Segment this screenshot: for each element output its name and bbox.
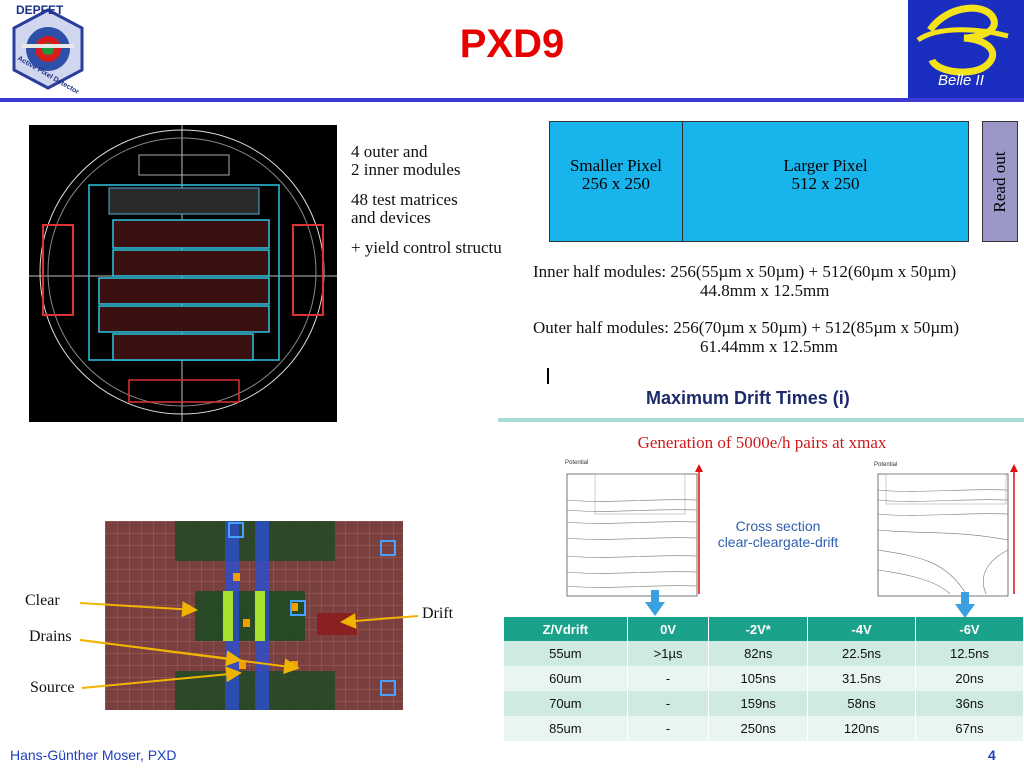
table-cell: 70um bbox=[504, 691, 628, 716]
page-title: PXD9 bbox=[459, 22, 565, 66]
table-header-row: Z/Vdrift 0V -2V* -4V -6V bbox=[504, 617, 1024, 641]
table-header: -2V* bbox=[708, 617, 809, 641]
table-cell: 85um bbox=[504, 716, 628, 741]
note-outer-inner-1: 4 outer and bbox=[351, 143, 428, 161]
readout-label: Read out bbox=[990, 151, 1009, 212]
smaller-pixel-dims: 256 x 250 bbox=[582, 174, 650, 193]
footer-author: Hans-Günther Moser, PXD bbox=[10, 747, 177, 763]
larger-pixel-dims: 512 x 250 bbox=[791, 174, 860, 193]
wafer-notes: 4 outer and 2 inner modules 48 test matri… bbox=[351, 143, 517, 269]
table-cell: 105ns bbox=[708, 666, 809, 691]
belle-ii-text: Belle II bbox=[938, 72, 984, 89]
label-drains: Drains bbox=[29, 628, 72, 645]
depfet-logo: DEPFET Active Pixel Detector bbox=[2, 2, 94, 96]
table-cell: 159ns bbox=[708, 691, 809, 716]
table-row: 55um >1µs 82ns 22.5ns 12.5ns bbox=[504, 641, 1024, 666]
table-cell: - bbox=[627, 691, 710, 716]
table-cell: 55um bbox=[504, 641, 628, 666]
table-header: -4V bbox=[807, 617, 916, 641]
note-test-matrices-1: 48 test matrices bbox=[351, 190, 458, 209]
down-arrow-right-icon bbox=[955, 592, 975, 623]
table-row: 85um - 250ns 120ns 67ns bbox=[504, 716, 1024, 741]
larger-pixel-box: Larger Pixel 512 x 250 bbox=[683, 121, 969, 242]
table-cell: 67ns bbox=[915, 716, 1024, 741]
drift-divider bbox=[498, 418, 1024, 422]
note-outer-inner-2: 2 inner modules bbox=[351, 160, 461, 179]
outer-modules-line2: 61.44mm x 12.5mm bbox=[700, 337, 838, 356]
depfet-logo-top: DEPFET bbox=[16, 3, 64, 17]
table-cell: 12.5ns bbox=[915, 641, 1024, 666]
table-cell: - bbox=[627, 716, 710, 741]
plot-right-label: Potential bbox=[874, 462, 898, 468]
note-test-matrices-2: and devices bbox=[351, 208, 431, 227]
smaller-pixel-box: Smaller Pixel 256 x 250 bbox=[549, 121, 683, 242]
table-cell: - bbox=[627, 666, 710, 691]
table-cell: 60um bbox=[504, 666, 628, 691]
table-cell: 82ns bbox=[708, 641, 809, 666]
text-cursor bbox=[547, 368, 549, 384]
label-clear: Clear bbox=[25, 592, 60, 609]
table-row: 60um - 105ns 31.5ns 20ns bbox=[504, 666, 1024, 691]
drift-heading: Maximum Drift Times (i) bbox=[646, 388, 850, 408]
cross-section-line1: Cross section bbox=[735, 518, 821, 534]
drift-time-table: Z/Vdrift 0V -2V* -4V -6V 55um >1µs 82ns … bbox=[504, 617, 1024, 741]
outer-modules-line1: Outer half modules: 256(70µm x 50µm) + 5… bbox=[533, 318, 960, 337]
cross-section-caption: Cross section clear-cleargate-drift bbox=[709, 518, 847, 550]
table-cell: 250ns bbox=[708, 716, 809, 741]
annotation-arrows bbox=[0, 0, 460, 725]
header-rule bbox=[0, 98, 1024, 102]
table-cell: 120ns bbox=[807, 716, 916, 741]
inner-modules-line1: Inner half modules: 256(55µm x 50µm) + 5… bbox=[533, 262, 957, 281]
smaller-pixel-label: Smaller Pixel bbox=[569, 156, 663, 175]
label-source: Source bbox=[30, 679, 75, 696]
table-cell: 22.5ns bbox=[807, 641, 916, 666]
table-cell: 20ns bbox=[915, 666, 1024, 691]
table-header: Z/Vdrift bbox=[504, 617, 628, 641]
table-cell: 31.5ns bbox=[807, 666, 916, 691]
readout-box: Read out bbox=[982, 121, 1018, 242]
table-header: 0V bbox=[627, 617, 710, 641]
note-yield-control: + yield control structu bbox=[351, 238, 502, 257]
cross-section-line2: clear-cleargate-drift bbox=[717, 534, 839, 550]
table-cell: 36ns bbox=[915, 691, 1024, 716]
table-header: -6V bbox=[915, 617, 1024, 641]
belle-ii-logo: Belle II bbox=[908, 0, 1024, 98]
inner-modules-line2: 44.8mm x 12.5mm bbox=[700, 281, 830, 300]
down-arrow-left-icon bbox=[645, 590, 665, 621]
larger-pixel-label: Larger Pixel bbox=[783, 156, 868, 175]
plot-left-label: Potential bbox=[565, 460, 589, 466]
page-number: 4 bbox=[988, 747, 996, 763]
label-drift: Drift bbox=[422, 605, 454, 622]
table-cell: 58ns bbox=[807, 691, 916, 716]
potential-plot-right: Potential bbox=[846, 460, 1022, 615]
table-row: 70um - 159ns 58ns 36ns bbox=[504, 691, 1024, 716]
wafer-layout-image bbox=[29, 125, 337, 422]
potential-plot-left: Potential bbox=[535, 460, 705, 615]
table-cell: >1µs bbox=[627, 641, 710, 666]
generation-caption: Generation of 5000e/h pairs at xmax bbox=[637, 433, 887, 452]
